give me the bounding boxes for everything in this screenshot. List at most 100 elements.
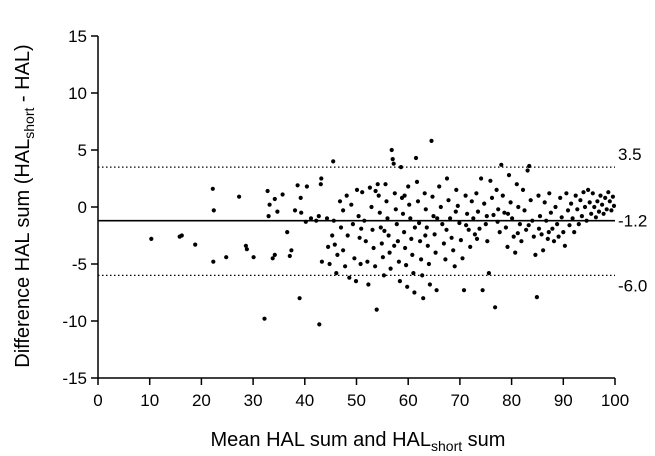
data-point [402,230,407,235]
data-point [350,222,355,227]
data-point [356,214,361,219]
data-point [448,216,453,221]
data-point [359,226,364,231]
data-point [555,222,560,227]
data-point [609,208,614,213]
data-point [390,157,395,162]
data-point [343,264,348,269]
x-tick-label: 50 [347,391,366,410]
data-point [316,214,321,219]
data-point [455,203,460,208]
data-point [511,234,516,239]
y-tick-label: 15 [68,27,87,46]
data-point [375,182,380,187]
data-point [477,226,482,231]
data-point [480,288,485,293]
data-point [403,245,408,251]
data-point [516,204,521,210]
data-point [423,207,428,212]
data-point [429,138,434,143]
data-point [425,243,430,248]
x-tick-label: 40 [295,391,314,410]
data-point [358,261,363,267]
data-point [404,263,409,268]
data-point [551,239,557,244]
x-tick-label: 20 [192,391,211,410]
data-point [517,222,523,227]
data-point [373,188,378,194]
data-point [384,199,389,204]
data-point [536,226,542,231]
data-point [466,227,471,232]
axes: -15 -10 -5 0 5 10 15 0 10 20 30 40 50 60 70 80 90 100 [62,27,629,410]
data-point [360,190,365,195]
data-point [415,199,421,204]
data-point [610,194,616,199]
data-point [562,243,568,248]
data-point [600,202,605,207]
y-axis-title: Difference HAL sum (HALshort - HAL) [12,44,37,367]
reference-line-labels: 3.5 -1.2 -6.0 [618,145,647,295]
data-point [373,264,378,269]
data-point [381,273,386,278]
data-point [382,228,387,233]
data-point [435,216,440,221]
data-point [449,235,454,240]
data-point [453,209,458,214]
data-point [444,176,450,181]
data-point [396,259,401,264]
data-point [417,220,422,226]
data-point [251,255,256,260]
data-point [272,196,277,202]
data-point [446,198,451,203]
data-point [486,271,491,276]
data-point [569,201,574,206]
data-point [314,218,319,223]
data-point [505,244,510,249]
data-point [224,255,229,260]
data-point [505,211,511,216]
data-point [432,232,437,237]
data-point [385,216,390,221]
data-point [366,282,371,287]
data-point [244,247,249,252]
data-point [409,236,414,241]
data-point [211,259,216,264]
data-point [474,236,480,241]
data-point [458,238,463,243]
data-point [418,239,423,244]
data-point [548,210,554,215]
data-point [513,250,518,255]
data-point [533,252,538,257]
data-point [525,168,530,173]
data-point [308,216,314,221]
data-point [463,193,468,198]
data-point [419,257,424,262]
data-point [570,216,575,221]
data-point [397,279,402,284]
data-point [412,290,417,295]
data-point [598,193,603,198]
data-point [581,190,586,195]
data-point [524,227,529,232]
data-point [331,218,336,223]
data-point [496,207,501,212]
data-point [402,193,407,198]
data-point [270,256,275,261]
data-point [388,266,393,271]
data-point [411,271,416,276]
data-points [149,138,617,327]
data-point [408,216,413,221]
data-point [193,242,198,247]
data-point [590,191,595,196]
data-point [297,296,302,301]
data-point [433,250,438,255]
data-point [371,245,376,251]
data-point [438,204,443,210]
data-point [324,216,330,221]
data-point [502,210,507,215]
data-point [472,232,477,237]
data-point [430,194,435,199]
data-point [542,200,547,205]
data-point [266,214,271,219]
